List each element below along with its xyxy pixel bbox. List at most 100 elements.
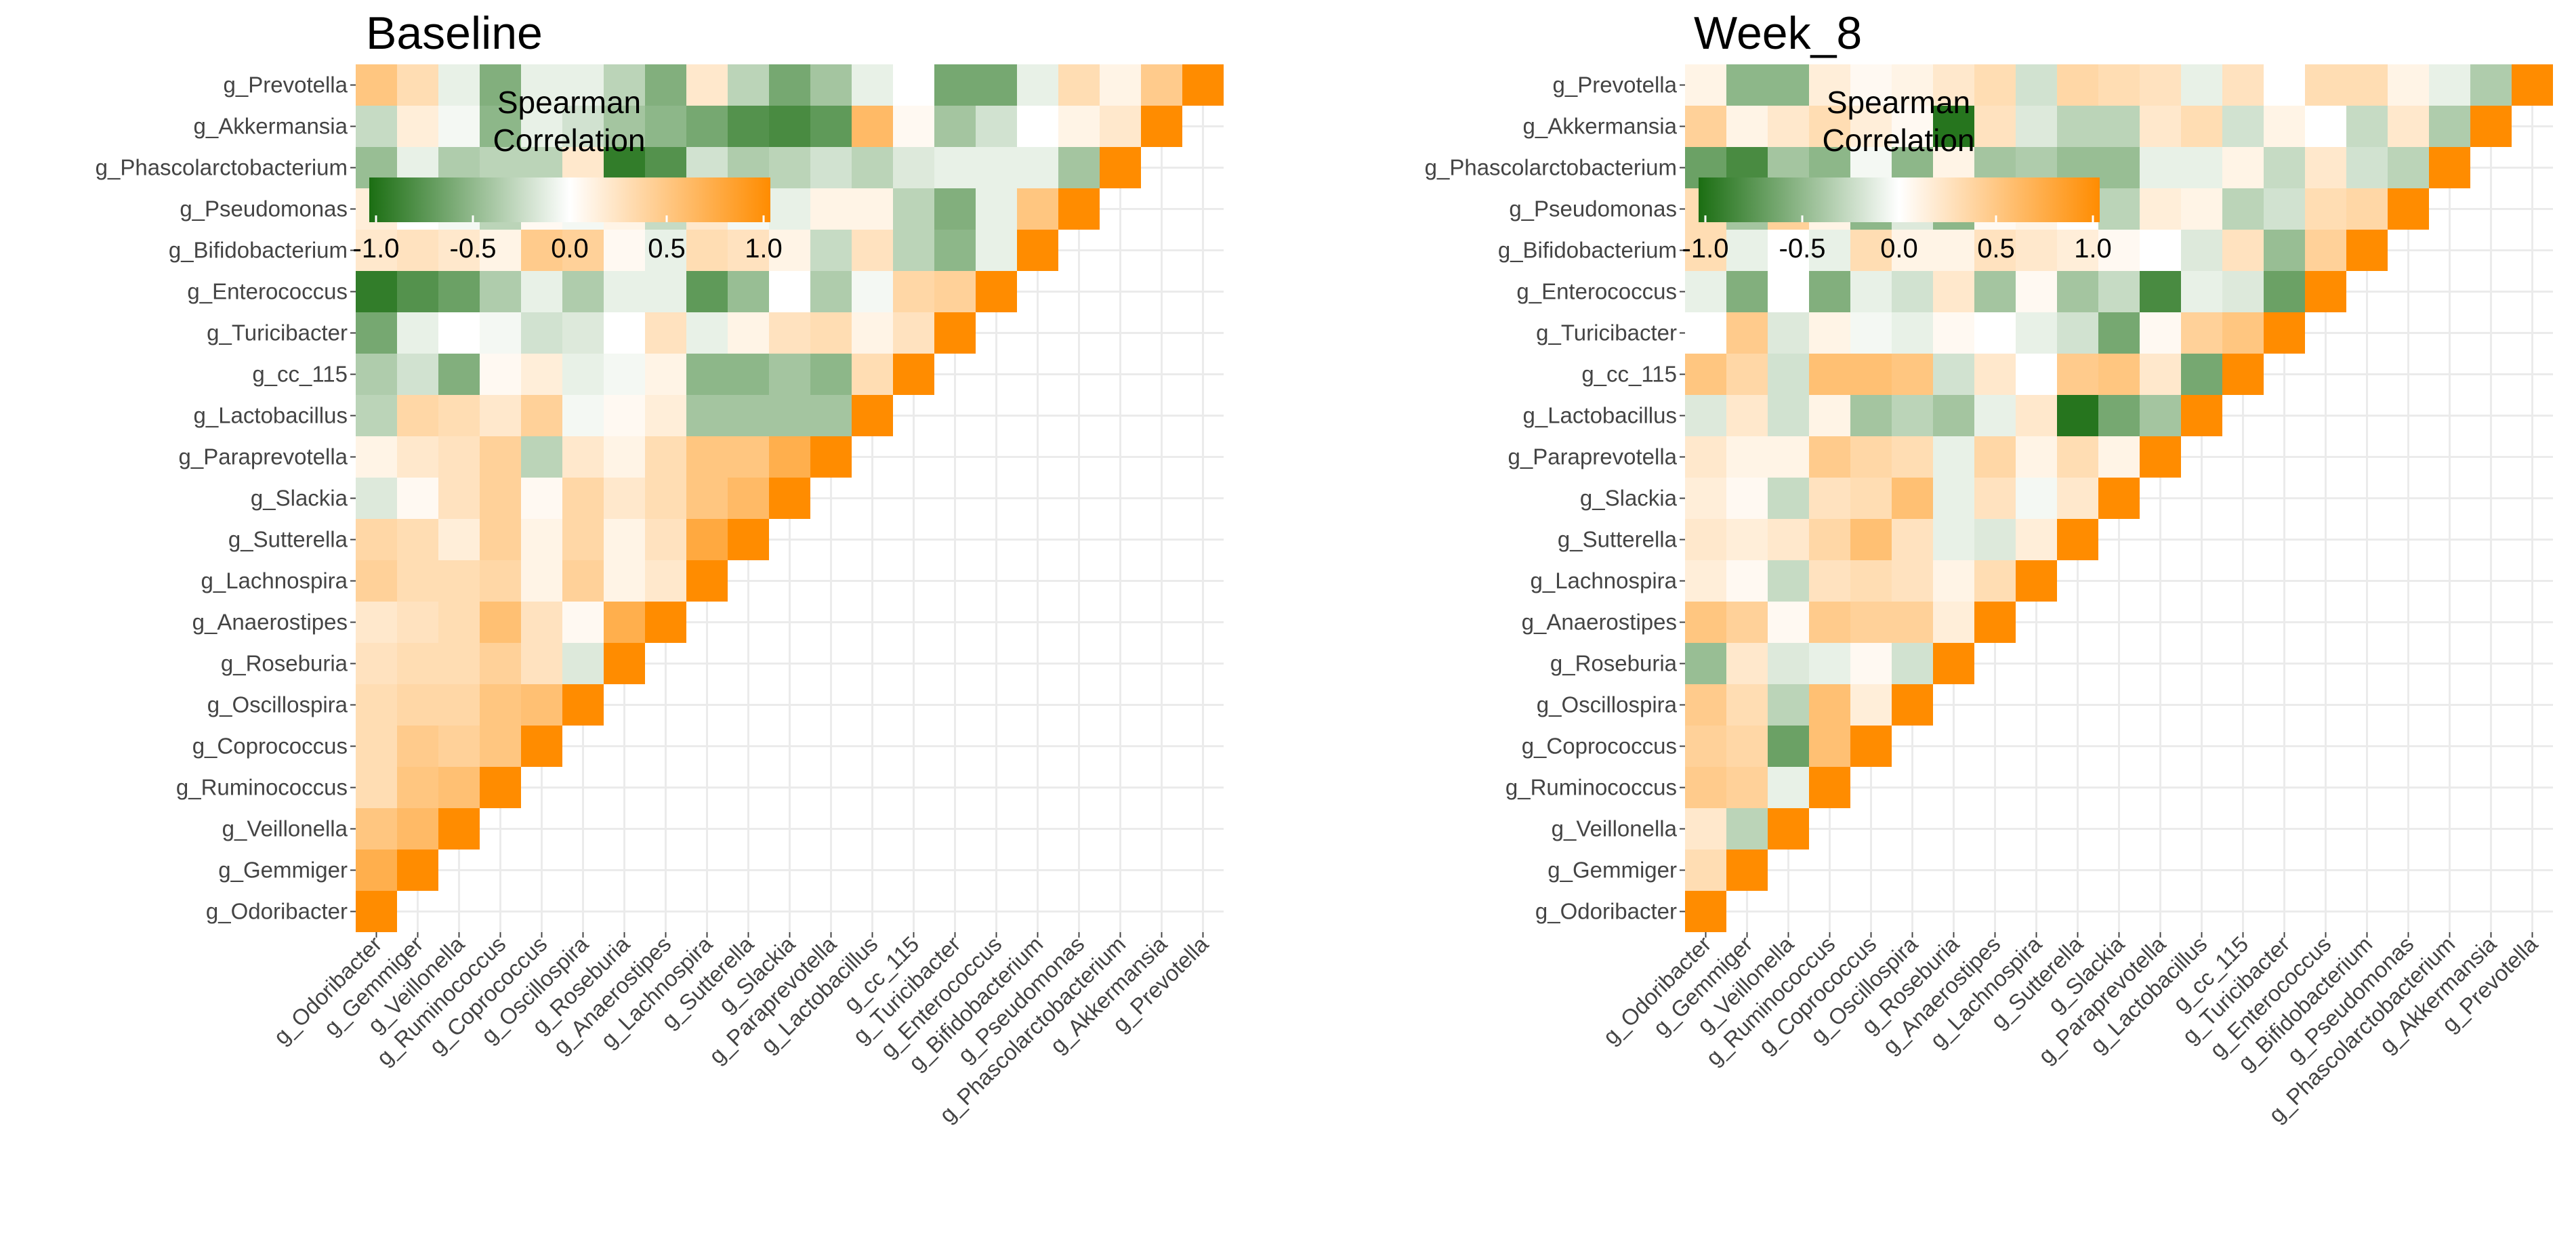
heatmap-cell [480, 64, 521, 106]
legend-colorbar [1699, 177, 2100, 222]
heatmap-cell [397, 106, 438, 147]
panel-week-8: Week_8 g_Prevotella g_Akkermansia g_Phasco… [1425, 7, 2553, 1127]
heatmap-cell [2016, 64, 2057, 106]
heatmap-cell [2140, 106, 2181, 147]
heatmap-cell [521, 684, 562, 726]
heatmap-cell [2016, 106, 2057, 147]
heatmap-cell [1974, 106, 2016, 147]
row-label: g_Gemmiger [218, 858, 348, 883]
heatmap-cell [976, 271, 1017, 312]
heatmap-cell [356, 271, 397, 312]
heatmap-cell [810, 147, 852, 188]
heatmap-cell [2057, 354, 2098, 395]
heatmap-cell [2305, 188, 2346, 230]
row-label: g_Coprococcus [192, 734, 348, 759]
heatmap-cell [893, 271, 934, 312]
heatmap-cell [1685, 850, 1726, 891]
heatmap-cell [604, 519, 645, 560]
heatmap-cell [2016, 519, 2057, 560]
heatmap-cell [480, 684, 521, 726]
heatmap-cell [2346, 64, 2388, 106]
row-label: g_Sutterella [228, 527, 348, 552]
heatmap-cell [1809, 478, 1850, 519]
heatmap-cell [438, 64, 480, 106]
heatmap-cell [2140, 312, 2181, 354]
heatmap-cell [480, 436, 521, 478]
heatmap-cell [521, 643, 562, 684]
heatmap-cell [2264, 188, 2305, 230]
heatmap-cell [2222, 271, 2264, 312]
heatmap-cell [1809, 767, 1850, 808]
heatmap-cell [1726, 230, 1768, 271]
legend-tick-label: -0.5 [1779, 234, 1826, 264]
heatmap-cell [1058, 147, 1100, 188]
heatmap-cell [686, 354, 728, 395]
heatmap-cell [2057, 395, 2098, 436]
row-label: g_Prevotella [224, 72, 348, 98]
heatmap-cell [1809, 395, 1850, 436]
heatmap-cell [1850, 230, 1892, 271]
heatmap-cell [521, 64, 562, 106]
heatmap-cell [438, 808, 480, 850]
heatmap-cell [1058, 106, 1100, 147]
heatmap-cell [1933, 560, 1974, 602]
heatmap-cell [562, 312, 604, 354]
heatmap-cell [480, 271, 521, 312]
heatmap-cell [645, 602, 686, 643]
heatmap-cell [645, 560, 686, 602]
heatmap-cell [1892, 230, 1933, 271]
heatmap-cell [397, 478, 438, 519]
heatmap-cell [438, 643, 480, 684]
row-label: g_Slackia [1580, 486, 1678, 511]
heatmap-cell [2264, 312, 2305, 354]
heatmap-cell [438, 436, 480, 478]
heatmap-cell [1768, 354, 1809, 395]
heatmap-cell [686, 436, 728, 478]
heatmap-cell [810, 106, 852, 147]
heatmap-cell [1017, 147, 1058, 188]
heatmap-cell [1892, 64, 1933, 106]
heatmap-cell [604, 64, 645, 106]
heatmap-cell [934, 312, 976, 354]
heatmap-cell [562, 64, 604, 106]
heatmap-cell [1850, 436, 1892, 478]
heatmap-cell [2181, 395, 2222, 436]
heatmap-cell [1974, 478, 2016, 519]
heatmap-cell [1685, 602, 1726, 643]
heatmap-cell [1933, 354, 1974, 395]
heatmap-cell [2098, 271, 2140, 312]
heatmap-cell [1809, 684, 1850, 726]
heatmap-cell [438, 726, 480, 767]
heatmap-cell [1768, 519, 1809, 560]
heatmap-cell [645, 395, 686, 436]
heatmap-cell [1933, 395, 1974, 436]
heatmap-cell [2429, 106, 2470, 147]
heatmap-cell [645, 354, 686, 395]
heatmap-cell [1974, 560, 2016, 602]
heatmap-cell [2181, 106, 2222, 147]
heatmap-cell [604, 602, 645, 643]
heatmap-cell [397, 395, 438, 436]
heatmap-cell [2181, 230, 2222, 271]
legend-tick-label: -1.0 [353, 234, 400, 264]
heatmap-cell [1809, 436, 1850, 478]
heatmap-cell [1685, 436, 1726, 478]
heatmap-cell [934, 64, 976, 106]
heatmap-cell [1685, 808, 1726, 850]
heatmap-cell [1974, 354, 2016, 395]
heatmap-cell [1726, 850, 1768, 891]
heatmap-cell [356, 354, 397, 395]
heatmap-cell [1809, 230, 1850, 271]
heatmap-cell [1100, 147, 1141, 188]
heatmap-cell [480, 312, 521, 354]
heatmap-cell [604, 643, 645, 684]
heatmap-cell [521, 602, 562, 643]
heatmap-cell [1768, 312, 1809, 354]
heatmap-cell [2098, 188, 2140, 230]
heatmap-cell [1768, 808, 1809, 850]
heatmap-cell [356, 395, 397, 436]
heatmap-cell [2057, 519, 2098, 560]
heatmap-cell [2388, 64, 2429, 106]
heatmap-cell [521, 271, 562, 312]
